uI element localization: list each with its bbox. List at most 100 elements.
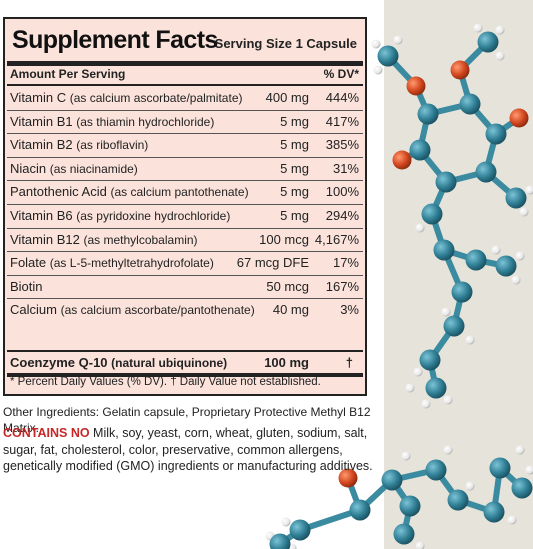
- oxygen-atom: [450, 60, 470, 80]
- contains-no-statement: CONTAINS NO Milk, soy, yeast, corn, whea…: [3, 425, 383, 475]
- molecule-illustration: [265, 23, 533, 549]
- coq-top-rule: [7, 350, 363, 352]
- other-ingredients: Other Ingredients: Gelatin capsule, Prop…: [3, 405, 371, 435]
- carbon-atom: [477, 31, 499, 53]
- daily-value-header: % DV*: [323, 67, 359, 81]
- supplement-facts-panel: Supplement Facts Serving Size 1 Capsule …: [3, 17, 367, 396]
- carbon-atom: [409, 139, 431, 161]
- carbon-atom: [399, 495, 421, 517]
- hydrogen-atom: [393, 35, 403, 45]
- oxygen-atom: [338, 468, 358, 488]
- hydrogen-atom: [495, 51, 505, 61]
- hydrogen-atom: [515, 445, 525, 455]
- molecule-bond: [297, 507, 363, 533]
- carbon-atom: [289, 519, 311, 541]
- carbon-atom: [425, 377, 447, 399]
- nutrient-amount: 400 mg: [265, 90, 309, 105]
- carbon-atom: [433, 239, 455, 261]
- nutrient-dv: 294%: [325, 208, 359, 223]
- nutrient-row: Folate (as L-5-methyltetrahydrofolate) 67…: [7, 251, 363, 274]
- contains-no-list: Milk, soy, yeast, corn, wheat, gluten, s…: [3, 426, 373, 473]
- nutrient-dv: 3%: [340, 302, 359, 318]
- hydrogen-atom: [515, 251, 525, 261]
- row-divider: [7, 227, 363, 229]
- nutrient-name: Vitamin B1 (as thiamin hydrochloride): [10, 113, 215, 129]
- carbon-atom: [475, 161, 497, 183]
- hydrogen-atom: [371, 39, 381, 49]
- nutrient-dv: 100%: [325, 184, 359, 200]
- carbon-atom: [483, 501, 505, 523]
- nutrient-dv: 385%: [325, 137, 359, 153]
- hydrogen-atom: [525, 465, 533, 475]
- nutrient-dv: 4,167%: [314, 231, 359, 247]
- hydrogen-atom: [443, 395, 453, 405]
- hydrogen-atom: [473, 23, 483, 33]
- panel-title: Supplement Facts: [12, 26, 218, 54]
- hydrogen-atom: [415, 541, 425, 549]
- hydrogen-atom: [465, 481, 475, 491]
- carbon-atom: [485, 123, 507, 145]
- nutrient-row: Pantothenic Acid (as calcium pantothenat…: [7, 180, 363, 203]
- nutrient-name: Vitamin C (as calcium ascorbate/palmitat…: [10, 90, 243, 105]
- nutrient-dv: †: [345, 355, 353, 370]
- hydrogen-atom: [441, 307, 451, 317]
- row-divider: [7, 109, 363, 111]
- carbon-atom: [495, 255, 517, 277]
- nutrient-name: Vitamin B12 (as methylcobalamin): [10, 231, 198, 247]
- nutrient-row: Vitamin B6 (as pyridoxine hydrochloride)…: [7, 204, 363, 227]
- nutrient-amount: 5 mg: [280, 208, 309, 223]
- carbon-atom: [505, 187, 527, 209]
- carbon-atom: [489, 457, 511, 479]
- hydrogen-atom: [507, 515, 517, 525]
- hydrogen-atom: [415, 223, 425, 233]
- hydrogen-atom: [281, 517, 291, 527]
- hydrogen-atom: [401, 451, 411, 461]
- hydrogen-atom: [519, 207, 529, 217]
- nutrient-amount: 67 mcg DFE: [236, 255, 309, 271]
- nutrient-amount: 5 mg: [280, 184, 309, 200]
- carbon-atom: [451, 281, 473, 303]
- nutrient-amount: 5 mg: [280, 113, 309, 129]
- coenzyme-row: Coenzyme Q-10 (natural ubiquinone) 100 m…: [7, 351, 363, 374]
- contains-no-label: CONTAINS NO: [3, 426, 90, 440]
- row-divider: [7, 180, 363, 182]
- nutrient-name: Niacin (as niacinamide): [10, 160, 138, 176]
- nutrient-amount: 100 mcg: [259, 231, 309, 247]
- nutrient-row: Vitamin B1 (as thiamin hydrochloride) 5 m…: [7, 110, 363, 133]
- nutrient-dv: 31%: [332, 160, 359, 176]
- carbon-atom: [419, 349, 441, 371]
- carbon-atom: [425, 459, 447, 481]
- hydrogen-atom: [443, 445, 453, 455]
- hydrogen-atom: [413, 367, 423, 377]
- nutrient-dv: 417%: [325, 113, 359, 129]
- carbon-atom: [377, 45, 399, 67]
- row-divider: [7, 274, 363, 276]
- oxygen-atom: [406, 76, 426, 96]
- oxygen-atom: [392, 150, 412, 170]
- nutrient-name: Folate (as L-5-methyltetrahydrofolate): [10, 255, 214, 271]
- bottom-rule: [7, 373, 363, 377]
- carbon-atom: [417, 103, 439, 125]
- amount-per-serving-header: Amount Per Serving: [10, 67, 126, 81]
- nutrient-dv: 167%: [325, 278, 359, 294]
- carbon-atom: [393, 523, 415, 545]
- nutrient-name: Vitamin B2 (as riboflavin): [10, 137, 149, 153]
- nutrient-name: Coenzyme Q-10 (natural ubiquinone): [10, 355, 228, 370]
- oxygen-atom: [509, 108, 529, 128]
- carbon-atom: [511, 477, 533, 499]
- nutrient-row: Vitamin B12 (as methylcobalamin) 100 mcg 4…: [7, 228, 363, 251]
- footnote: * Percent Daily Values (% DV). † Daily V…: [10, 376, 321, 388]
- carbon-atom: [269, 533, 291, 549]
- nutrient-name: Vitamin B6 (as pyridoxine hydrochloride): [10, 208, 231, 223]
- nutrient-name: Pantothenic Acid (as calcium pantothenat…: [10, 184, 249, 200]
- row-divider: [7, 156, 363, 158]
- hydrogen-atom: [421, 399, 431, 409]
- header-rule: [7, 84, 363, 86]
- nutrient-dv: 17%: [332, 255, 359, 271]
- nutrient-row: Biotin 50 mcg 167%: [7, 275, 363, 298]
- nutrient-amount: 40 mg: [272, 302, 309, 318]
- thick-rule: [7, 61, 363, 66]
- nutrient-amount: 50 mcg: [266, 278, 309, 294]
- hydrogen-atom: [373, 65, 383, 75]
- nutrient-amount: 5 mg: [280, 160, 309, 176]
